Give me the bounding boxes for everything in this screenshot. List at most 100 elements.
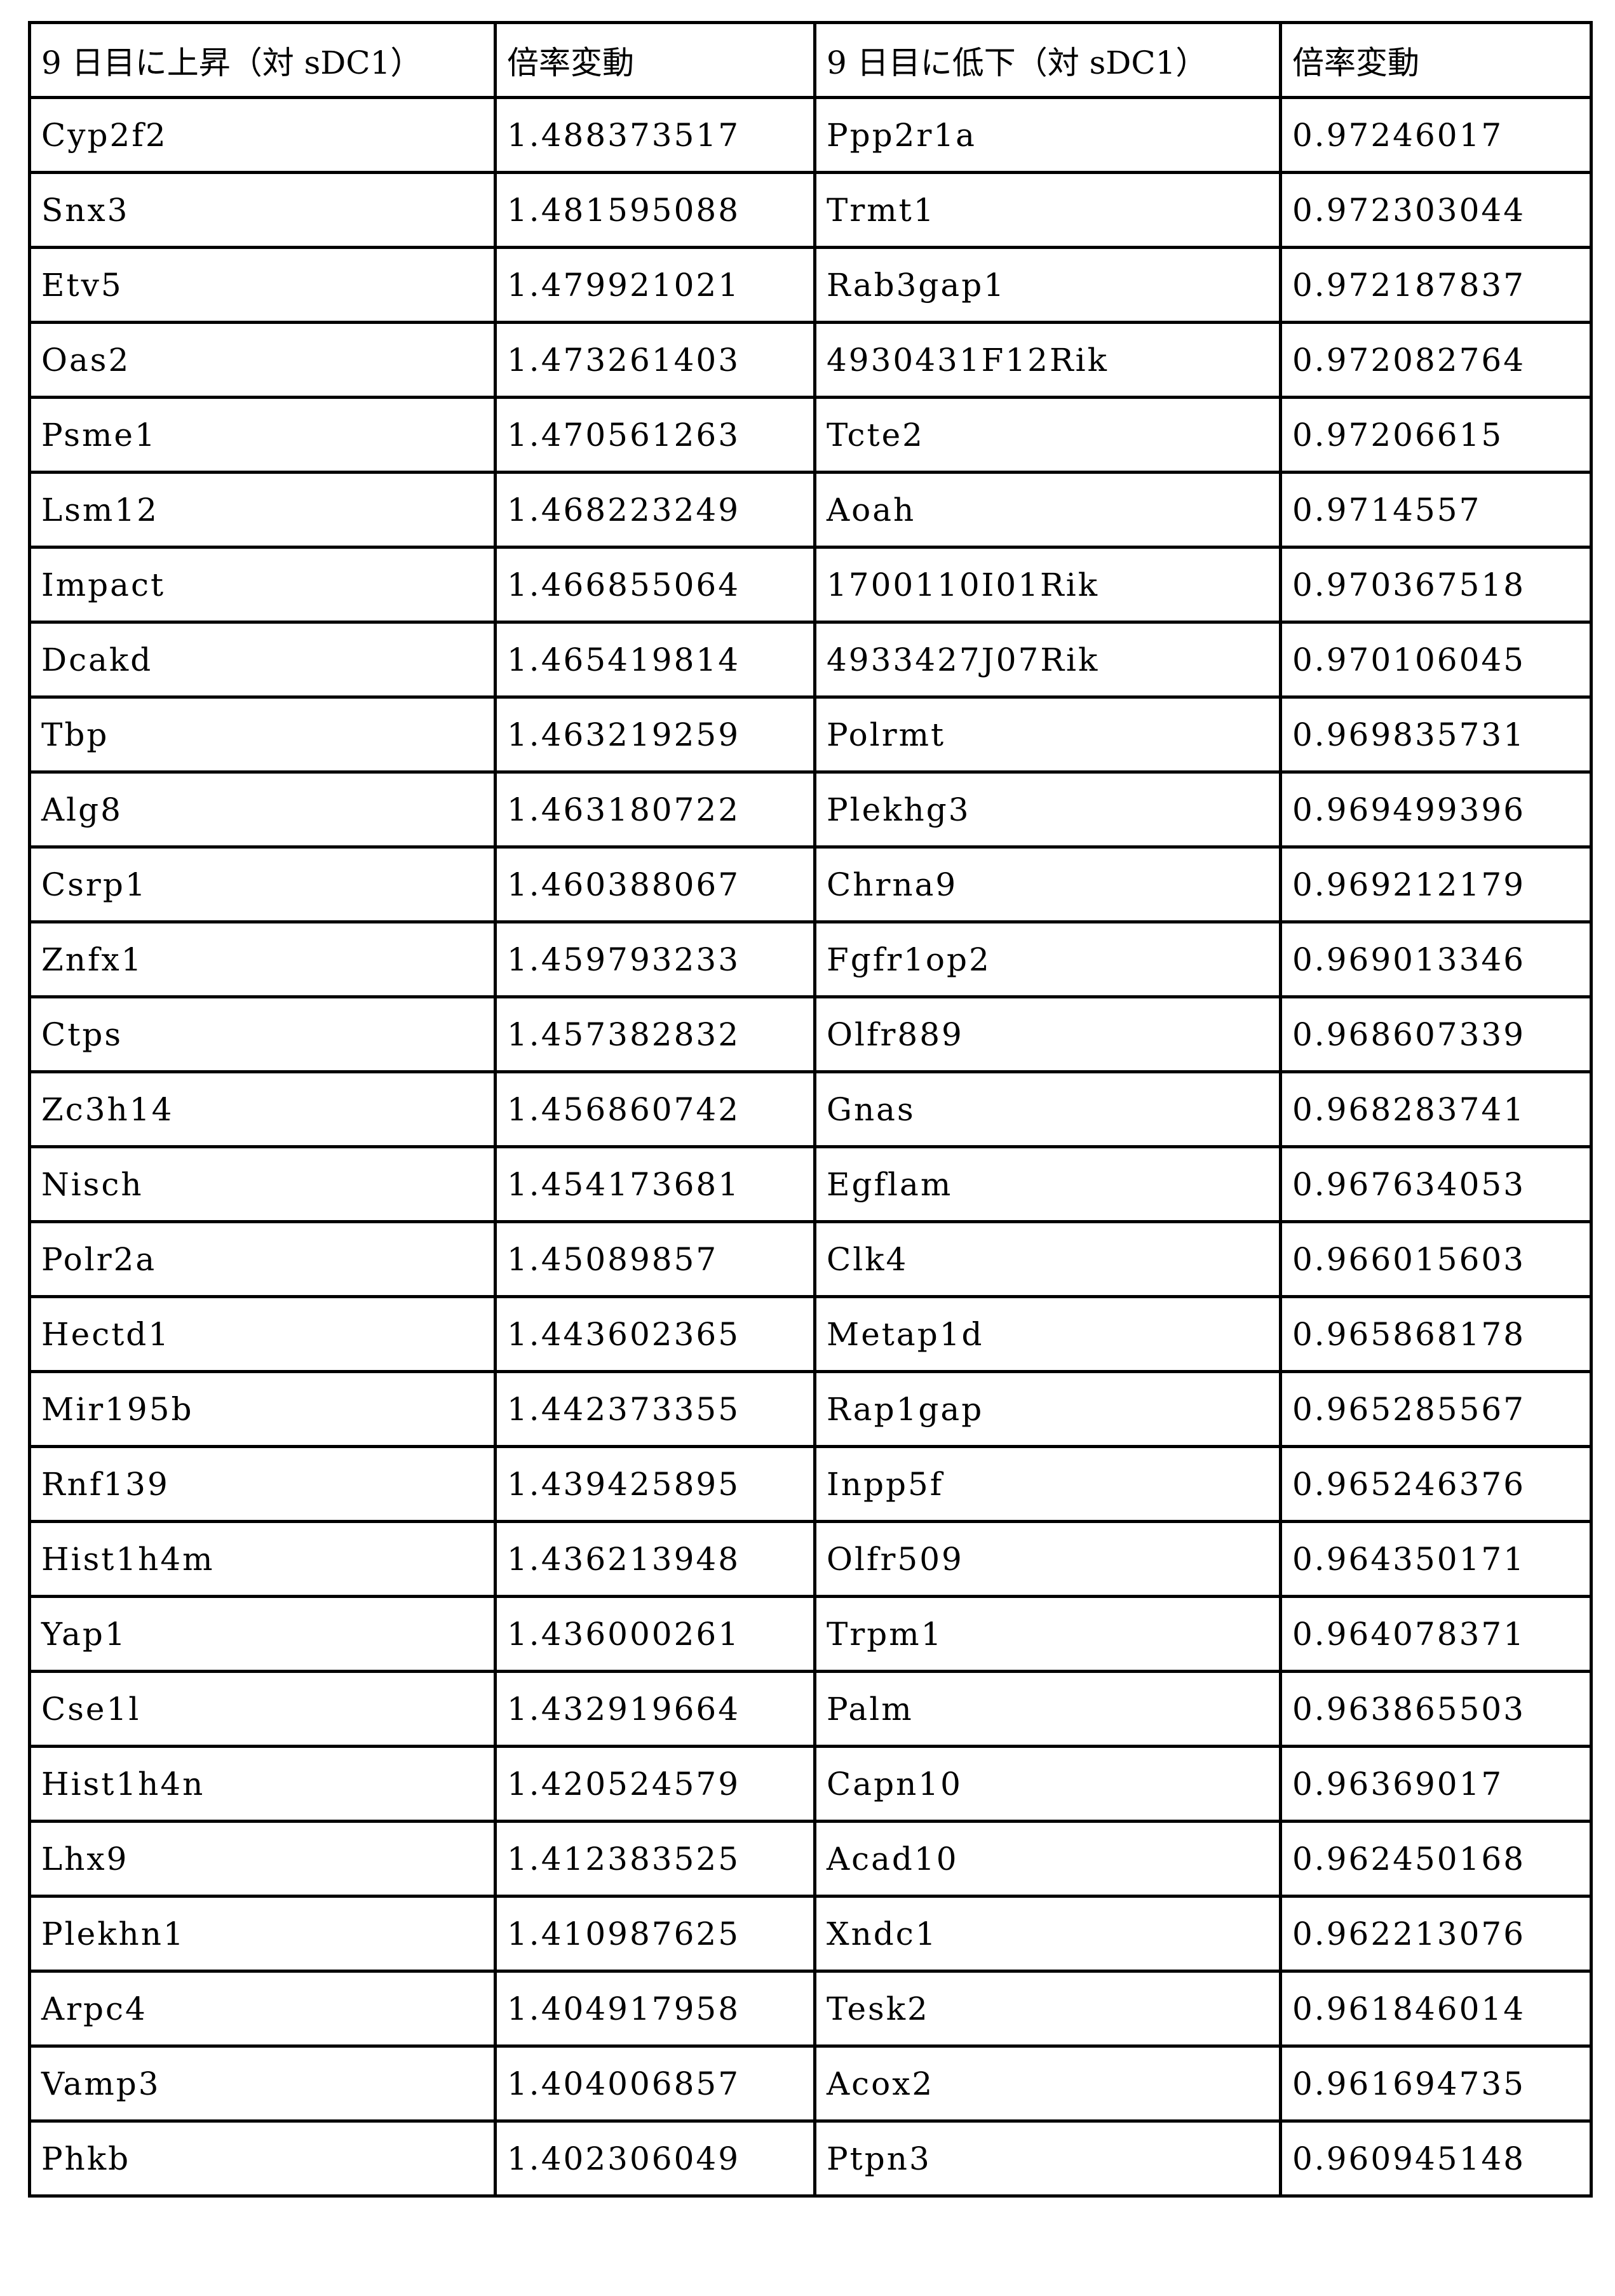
up-fold-change-cell: 1.420524579 [496,1747,815,1822]
down-gene-cell: Fgfr1op2 [815,922,1281,997]
up-fold-change-cell: 1.454173681 [496,1147,815,1222]
down-gene-cell: Olfr509 [815,1522,1281,1597]
up-gene-cell: Plekhn1 [30,1897,496,1971]
table-row: Dcakd1.4654198144933427J07Rik0.970106045 [30,622,1591,697]
up-gene-cell: Arpc4 [30,1971,496,2046]
up-fold-change-cell: 1.463219259 [496,697,815,772]
table-row: Psme11.470561263Tcte20.97206615 [30,398,1591,473]
down-fold-change-cell: 0.97206615 [1281,398,1591,473]
table-row: Etv51.479921021Rab3gap10.972187837 [30,248,1591,323]
down-gene-cell: Gnas [815,1072,1281,1147]
down-gene-cell: Clk4 [815,1222,1281,1297]
up-gene-cell: Hectd1 [30,1297,496,1372]
up-fold-change-cell: 1.402306049 [496,2121,815,2196]
header-fold-change-up: 倍率変動 [496,23,815,98]
table-row: Ctps1.457382832Olfr8890.968607339 [30,997,1591,1072]
up-fold-change-cell: 1.488373517 [496,98,815,173]
down-gene-cell: Olfr889 [815,997,1281,1072]
up-fold-change-cell: 1.481595088 [496,173,815,248]
table-row: Lhx91.412383525Acad100.962450168 [30,1822,1591,1897]
down-gene-cell: 4933427J07Rik [815,622,1281,697]
up-fold-change-cell: 1.468223249 [496,473,815,547]
up-gene-cell: Cse1l [30,1672,496,1747]
down-gene-cell: Trpm1 [815,1597,1281,1672]
down-fold-change-cell: 0.962213076 [1281,1897,1591,1971]
table-header-row: 9 日目に上昇（対 sDC1） 倍率変動 9 日目に低下（対 sDC1） 倍率変… [30,23,1591,98]
table-row: Zc3h141.456860742Gnas0.968283741 [30,1072,1591,1147]
up-gene-cell: Zc3h14 [30,1072,496,1147]
down-gene-cell: Rap1gap [815,1372,1281,1447]
table-row: Lsm121.468223249Aoah0.9714557 [30,473,1591,547]
up-fold-change-cell: 1.410987625 [496,1897,815,1971]
up-fold-change-cell: 1.404917958 [496,1971,815,2046]
up-fold-change-cell: 1.436000261 [496,1597,815,1672]
down-fold-change-cell: 0.965868178 [1281,1297,1591,1372]
table-row: Znfx11.459793233Fgfr1op20.969013346 [30,922,1591,997]
down-fold-change-cell: 0.968283741 [1281,1072,1591,1147]
down-gene-cell: Chrna9 [815,847,1281,922]
up-gene-cell: Ctps [30,997,496,1072]
down-gene-cell: Egflam [815,1147,1281,1222]
header-downregulated-gene: 9 日目に低下（対 sDC1） [815,23,1281,98]
table-row: Alg81.463180722Plekhg30.969499396 [30,772,1591,847]
up-fold-change-cell: 1.465419814 [496,622,815,697]
table-body: 9 日目に上昇（対 sDC1） 倍率変動 9 日目に低下（対 sDC1） 倍率変… [30,23,1591,2196]
table-row: Mir195b1.442373355Rap1gap0.965285567 [30,1372,1591,1447]
down-gene-cell: Rab3gap1 [815,248,1281,323]
down-gene-cell: Palm [815,1672,1281,1747]
down-gene-cell: Capn10 [815,1747,1281,1822]
table-row: Phkb1.402306049Ptpn30.960945148 [30,2121,1591,2196]
up-fold-change-cell: 1.412383525 [496,1822,815,1897]
down-gene-cell: Polrmt [815,697,1281,772]
down-fold-change-cell: 0.965285567 [1281,1372,1591,1447]
up-gene-cell: Vamp3 [30,2046,496,2121]
up-gene-cell: Lsm12 [30,473,496,547]
down-fold-change-cell: 0.969013346 [1281,922,1591,997]
up-fold-change-cell: 1.432919664 [496,1672,815,1747]
table-row: Tbp1.463219259Polrmt0.969835731 [30,697,1591,772]
down-fold-change-cell: 0.970367518 [1281,547,1591,622]
up-gene-cell: Mir195b [30,1372,496,1447]
down-gene-cell: Tesk2 [815,1971,1281,2046]
up-gene-cell: Psme1 [30,398,496,473]
down-fold-change-cell: 0.964350171 [1281,1522,1591,1597]
up-fold-change-cell: 1.466855064 [496,547,815,622]
down-gene-cell: 4930431F12Rik [815,323,1281,398]
up-fold-change-cell: 1.443602365 [496,1297,815,1372]
table-row: Impact1.4668550641700110I01Rik0.97036751… [30,547,1591,622]
down-gene-cell: Metap1d [815,1297,1281,1372]
table-row: Hist1h4m1.436213948Olfr5090.964350171 [30,1522,1591,1597]
down-fold-change-cell: 0.967634053 [1281,1147,1591,1222]
up-gene-cell: Polr2a [30,1222,496,1297]
up-fold-change-cell: 1.470561263 [496,398,815,473]
down-fold-change-cell: 0.966015603 [1281,1222,1591,1297]
down-fold-change-cell: 0.968607339 [1281,997,1591,1072]
down-fold-change-cell: 0.964078371 [1281,1597,1591,1672]
up-gene-cell: Dcakd [30,622,496,697]
down-fold-change-cell: 0.970106045 [1281,622,1591,697]
down-gene-cell: Aoah [815,473,1281,547]
up-fold-change-cell: 1.442373355 [496,1372,815,1447]
table-row: Csrp11.460388067Chrna90.969212179 [30,847,1591,922]
up-gene-cell: Lhx9 [30,1822,496,1897]
up-gene-cell: Csrp1 [30,847,496,922]
table-row: Hectd11.443602365Metap1d0.965868178 [30,1297,1591,1372]
down-gene-cell: Plekhg3 [815,772,1281,847]
down-gene-cell: Xndc1 [815,1897,1281,1971]
up-fold-change-cell: 1.436213948 [496,1522,815,1597]
table-row: Yap11.436000261Trpm10.964078371 [30,1597,1591,1672]
table-row: Snx31.481595088Trmt10.972303044 [30,173,1591,248]
up-fold-change-cell: 1.45089857 [496,1222,815,1297]
up-gene-cell: Cyp2f2 [30,98,496,173]
header-upregulated-gene: 9 日目に上昇（対 sDC1） [30,23,496,98]
table-row: Rnf1391.439425895Inpp5f0.965246376 [30,1447,1591,1522]
up-fold-change-cell: 1.460388067 [496,847,815,922]
table-row: Oas21.4732614034930431F12Rik0.972082764 [30,323,1591,398]
down-fold-change-cell: 0.972082764 [1281,323,1591,398]
up-fold-change-cell: 1.456860742 [496,1072,815,1147]
table-row: Cyp2f21.488373517Ppp2r1a0.97246017 [30,98,1591,173]
down-fold-change-cell: 0.961846014 [1281,1971,1591,2046]
up-gene-cell: Oas2 [30,323,496,398]
up-gene-cell: Hist1h4n [30,1747,496,1822]
down-fold-change-cell: 0.972187837 [1281,248,1591,323]
